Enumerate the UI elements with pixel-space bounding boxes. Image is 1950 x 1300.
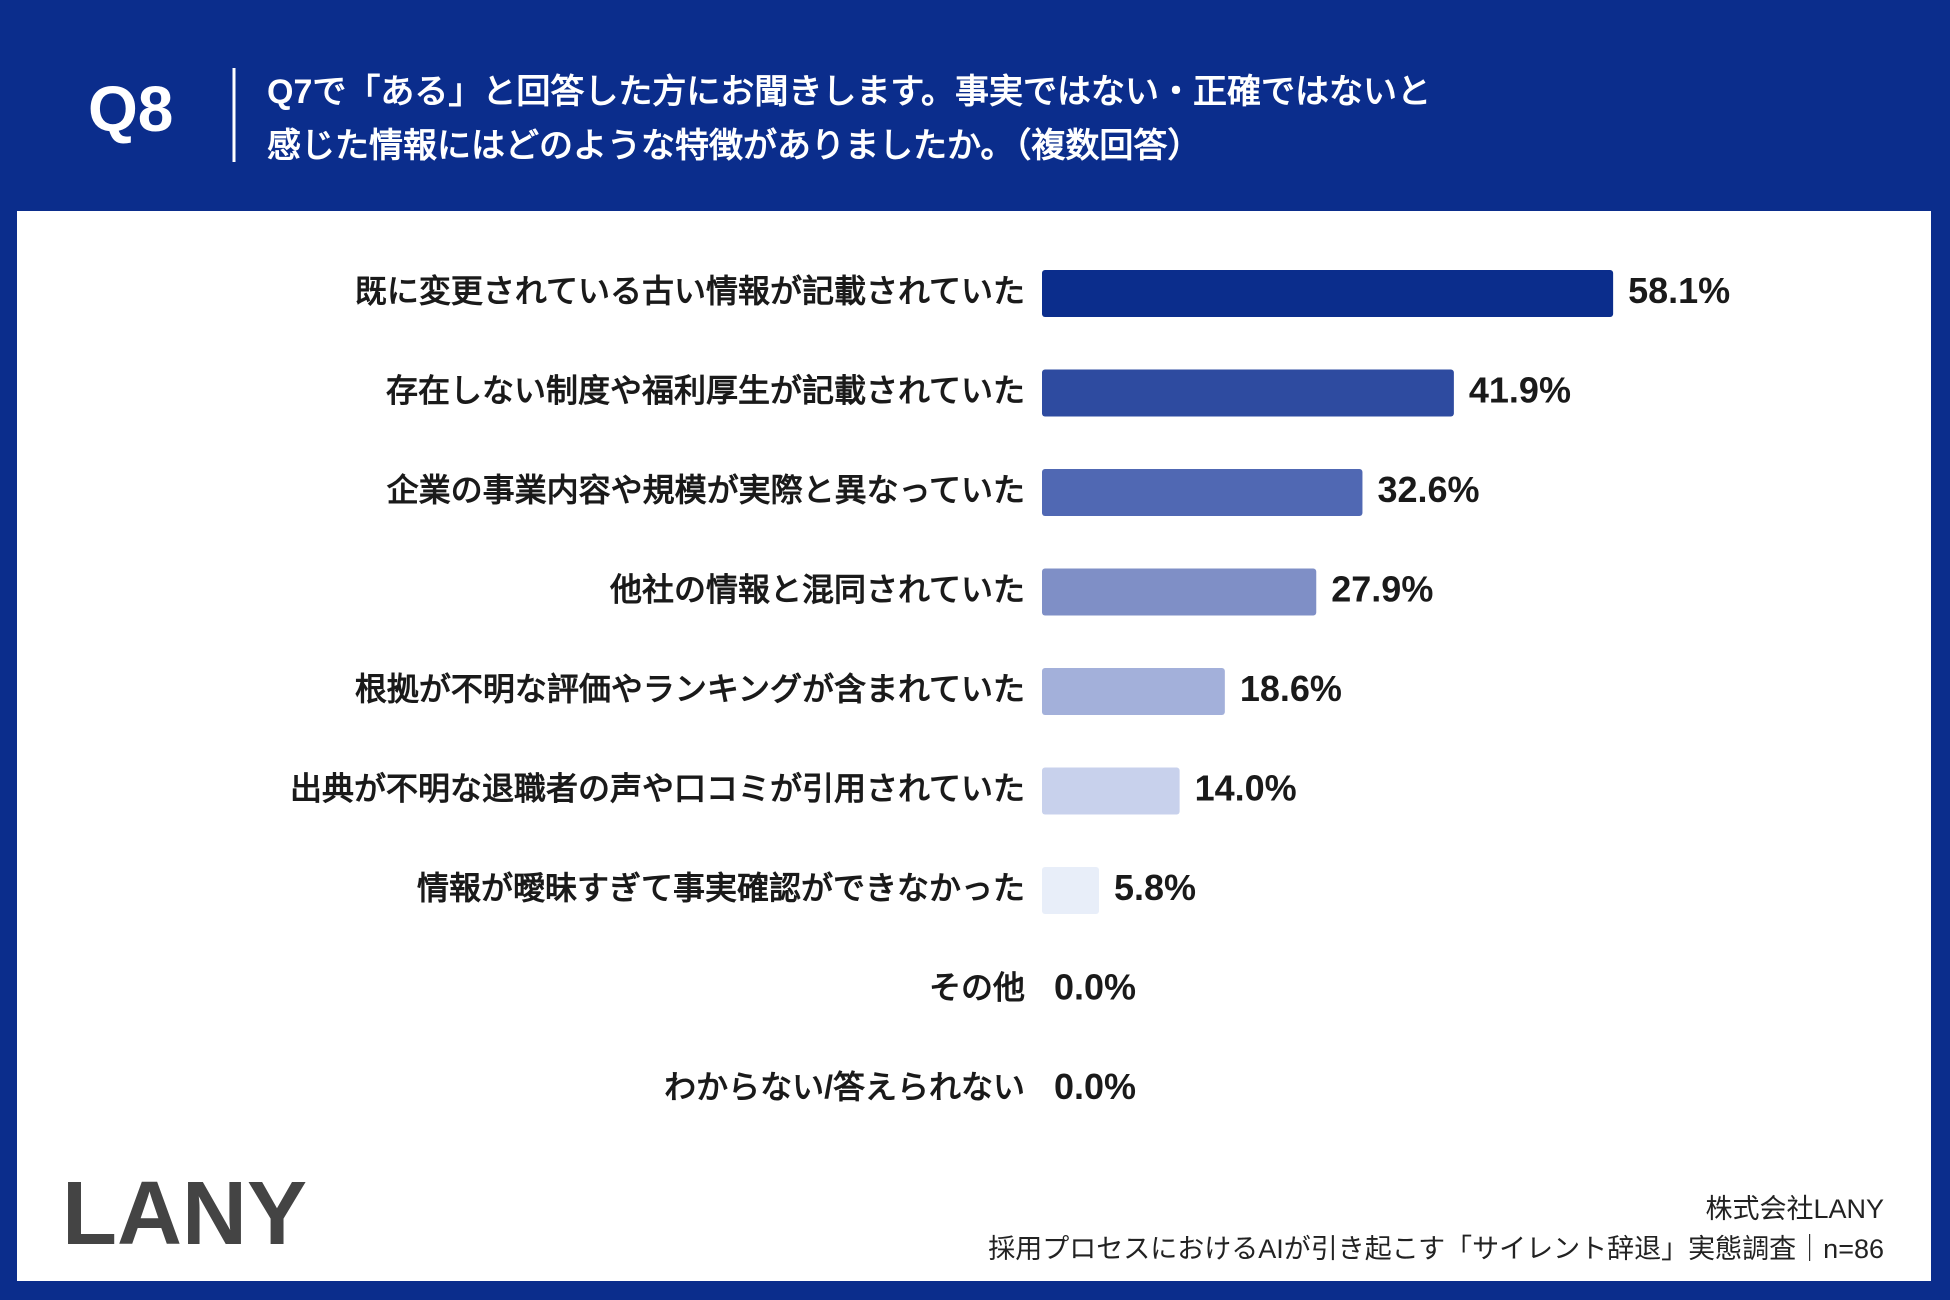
company: 株式会社LANY [1705, 1194, 1884, 1224]
category-label: 既に変更されている古い情報が記載されていた [355, 273, 1025, 309]
value-label: 32.6% [1377, 469, 1479, 510]
bar [1042, 668, 1225, 715]
value-label: 14.0% [1195, 768, 1297, 809]
bar [1042, 270, 1614, 317]
bar [1042, 767, 1180, 815]
category-label: 根拠が不明な評価やランキングが含まれていた [355, 671, 1025, 707]
value-label: 0.0% [1054, 967, 1136, 1008]
question-id: Q8 [88, 73, 173, 145]
title-line: 感じた情報にはどのような特徴がありましたか。（複数回答） [267, 126, 1201, 165]
category-label: その他 [929, 969, 1025, 1005]
logo: LANY [62, 1164, 307, 1264]
value-label: 5.8% [1114, 867, 1196, 908]
bar [1042, 867, 1100, 914]
bar [1042, 469, 1363, 516]
bar [1042, 568, 1317, 616]
category-label: わからない/答えられない [664, 1069, 1025, 1105]
title-line: Q7で「ある」と回答した方にお聞きします。事実ではない・正確ではないと [267, 73, 1431, 111]
category-label: 情報が曖昧すぎて事実確認ができなかった [417, 870, 1025, 906]
value-label: 58.1% [1628, 270, 1730, 311]
value-label: 41.9% [1469, 370, 1571, 411]
category-label: 存在しない制度や福利厚生が記載されていた [386, 372, 1025, 408]
panel [17, 211, 1931, 1281]
source: 採用プロセスにおけるAIが引き起こす「サイレント辞退」実態調査｜n=86 [988, 1234, 1884, 1264]
value-label: 0.0% [1054, 1066, 1136, 1107]
value-label: 27.9% [1331, 569, 1433, 610]
category-label: 出典が不明な退職者の声や口コミが引用されていた [290, 770, 1025, 806]
value-label: 18.6% [1240, 668, 1342, 709]
category-label: 他社の情報と混同されていた [609, 571, 1025, 607]
category-label: 企業の事業内容や規模が実際と異なっていた [387, 472, 1025, 508]
bar [1042, 369, 1454, 417]
